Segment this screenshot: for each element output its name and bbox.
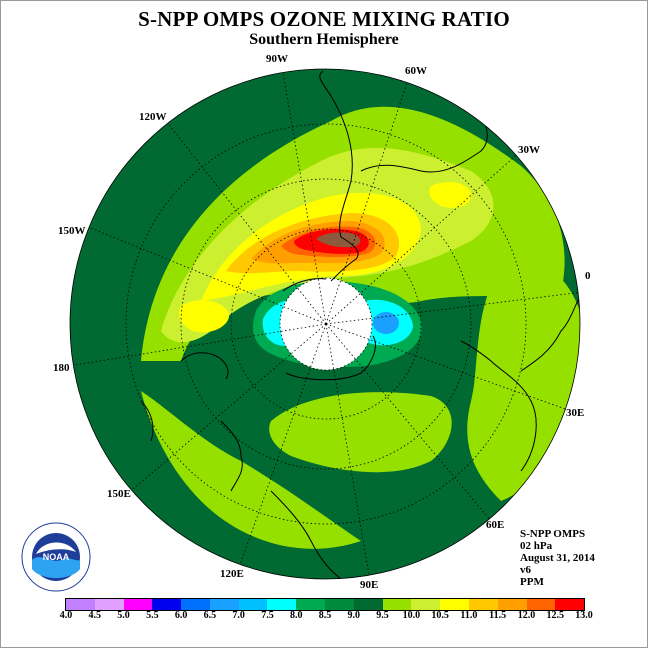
color-scale-segment: [440, 599, 469, 610]
lon-label-60w: 60W: [405, 65, 427, 77]
lon-label-120w: 120W: [139, 111, 167, 123]
color-scale-tick-label: 7.5: [261, 610, 274, 621]
color-scale-segment: [382, 599, 412, 610]
ozone-band-9-5-southwest: [141, 391, 361, 549]
lon-label-180: 180: [53, 362, 70, 374]
lon-label-90e: 90E: [360, 579, 378, 591]
color-scale-segment: [411, 599, 441, 610]
map-disk: [70, 69, 580, 579]
info-units: PPM: [520, 576, 544, 588]
color-scale-segment: [123, 599, 153, 610]
lon-label-90w: 90W: [266, 53, 288, 65]
lon-label-30e: 30E: [566, 407, 584, 419]
ozone-band-10-5-east: [429, 181, 472, 208]
map-subtitle: Southern Hemisphere: [249, 31, 399, 48]
color-scale-tick-label: 9.5: [376, 610, 389, 621]
color-scale-segment: [94, 599, 124, 610]
color-scale-segment: [526, 599, 556, 610]
info-date: August 31, 2014: [520, 552, 595, 564]
color-scale-tick-label: 6.5: [203, 610, 217, 621]
color-scale-tick-label: 11.5: [489, 610, 507, 621]
info-version: v6: [520, 564, 531, 576]
color-scale-segment: [209, 599, 239, 610]
lon-label-120e: 120E: [220, 568, 244, 580]
color-scale-tick-label: 6.0: [174, 610, 188, 621]
color-scale-segment: [555, 599, 585, 610]
color-scale-segment: [152, 599, 182, 610]
color-scale-tick-label: 13.0: [575, 610, 593, 621]
color-scale-tick-label: 7.0: [232, 610, 245, 621]
lon-label-0: 0: [585, 270, 591, 282]
color-scale-tick-label: 9.0: [347, 610, 361, 621]
color-scale-tick-label: 12.0: [517, 610, 536, 621]
graticule: [70, 69, 580, 579]
color-scale-segment: [325, 599, 354, 610]
lon-label-60e: 60E: [486, 519, 504, 531]
longitude-labels: 90W 60W 30W 0 30E 60E 90E 120E 150E 180 …: [53, 53, 591, 591]
ozone-max-13: [316, 232, 361, 248]
color-scale-tick-label: 4.5: [88, 610, 102, 621]
info-level: 02 hPa: [520, 540, 553, 552]
color-scale-tick-label: 12.5: [546, 610, 564, 621]
color-scale-segment: [267, 599, 297, 610]
ozone-band-9-5-south: [269, 392, 452, 473]
lon-label-150w: 150W: [58, 225, 86, 237]
color-scale-tick-label: 5.5: [146, 610, 159, 621]
ozone-band-7-5: [373, 312, 399, 334]
map-border: [69, 68, 581, 580]
coastlines: [140, 70, 580, 579]
color-scale-segment: [353, 599, 383, 610]
noaa-logo: NOAA: [21, 522, 91, 592]
lon-label-150e: 150E: [107, 488, 131, 500]
color-scale-bar: [65, 598, 585, 611]
lon-label-30w: 30W: [518, 144, 540, 156]
color-scale-segment: [238, 599, 268, 610]
color-scale-segment: [296, 599, 326, 610]
color-scale-tick-label: 4.0: [59, 610, 73, 621]
color-scale-tick-label: 10.0: [402, 610, 421, 621]
color-scale-tick-label: 10.5: [431, 610, 449, 621]
color-scale-tick-label: 8.5: [318, 610, 332, 621]
color-scale-tick-label: 8.0: [289, 610, 303, 621]
map-title: S-NPP OMPS OZONE MIXING RATIO: [138, 7, 510, 31]
color-scale-segment: [181, 599, 210, 610]
color-scale-tick-label: 11.0: [460, 610, 478, 621]
ozone-band-10-5-west: [179, 300, 230, 333]
info-instrument: S-NPP OMPS: [520, 528, 586, 540]
noaa-logo-text: NOAA: [43, 552, 70, 562]
color-scale-segment: [497, 599, 527, 610]
color-scale-segment: [468, 599, 498, 610]
color-scale-tick-label: 5.0: [117, 610, 130, 621]
color-scale-segment: [66, 599, 95, 610]
